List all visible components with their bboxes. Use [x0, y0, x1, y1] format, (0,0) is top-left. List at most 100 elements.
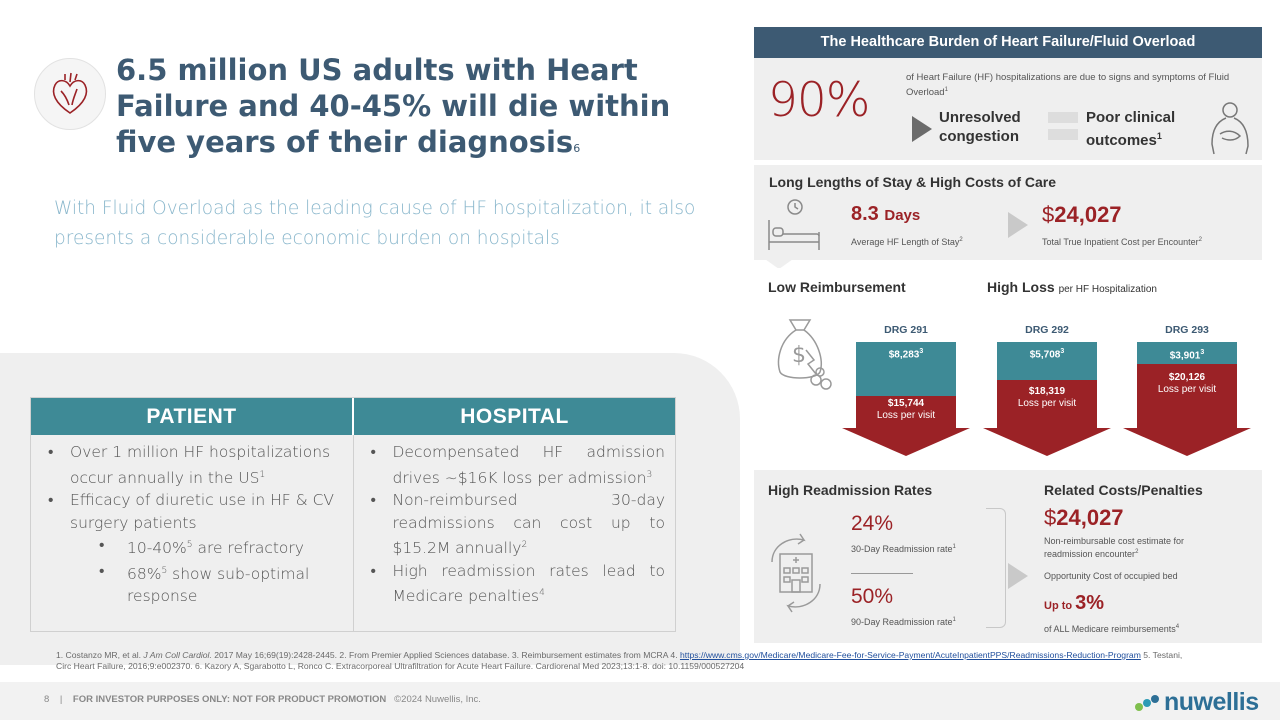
table-header: PATIENT HOSPITAL	[31, 398, 675, 435]
readmission-30-day-rate: 24%	[851, 512, 894, 535]
label1-line2: congestion	[939, 128, 1020, 145]
patient-list: Over 1 million HF hospitalizations occur…	[39, 441, 343, 608]
drg-293-label: DRG 293	[1165, 324, 1209, 336]
list-item: High readmission rates lead to Medicare …	[362, 560, 665, 608]
svg-text:$: $	[792, 343, 806, 368]
references-footnote: 1. Costanzo MR, et al. J Am Coll Cardiol…	[56, 650, 1186, 671]
length-of-stay-title: Long Lengths of Stay & High Costs of Car…	[769, 174, 1057, 190]
subitem-1-pre: 10-40%	[127, 539, 187, 558]
costs-penalties-title: Related Costs/Penalties	[1044, 482, 1203, 498]
hospital-column: Decompensated HF admission drives ~$16K …	[354, 435, 676, 631]
drg-291-label: DRG 291	[884, 324, 928, 336]
desc-text: of Heart Failure (HF) hospitalizations a…	[906, 72, 1230, 99]
drg-291-arrow	[842, 428, 970, 456]
list-item: Decompensated HF admission drives ~$16K …	[362, 441, 666, 489]
unresolved-congestion-label: Unresolved congestion	[939, 108, 1021, 146]
drg-293-reimbursement-bar: $3,9013	[1137, 342, 1237, 364]
subheadline: With Fluid Overload as the leading cause…	[54, 198, 696, 249]
cost-sup: 2	[1198, 237, 1202, 243]
page-footer: 8 | FOR INVESTOR PURPOSES ONLY: NOT FOR …	[44, 694, 481, 705]
list-subitem: 10-40%5 are refractory	[39, 534, 343, 560]
chevron-down-icon	[762, 257, 796, 269]
hospital-item-1-sup: 3	[646, 469, 653, 480]
hospital-item-1-text: Decompensated HF admission drives ~$16K …	[392, 443, 666, 487]
subitem-2-sup: 5	[161, 565, 168, 576]
inpatient-cost-value: $24,027	[1042, 202, 1122, 228]
readmission-cost-value: $24,027	[1044, 505, 1124, 531]
readmit-cost-sup: 2	[1135, 549, 1139, 555]
arrow-right-icon	[1008, 212, 1028, 238]
list-item: Non-reimbursed 30-day readmissions can c…	[362, 489, 666, 560]
hospital-item-3-sup: 4	[539, 588, 545, 599]
low-reimbursement-title: Low Reimbursement	[768, 279, 906, 295]
desc-sup: 1	[944, 87, 948, 93]
drg-293-loss: $20,126	[1168, 372, 1206, 383]
cms-readmissions-link[interactable]: https://www.cms.gov/Medicare/Medicare-Fe…	[679, 650, 1141, 660]
footer-bar	[0, 682, 1280, 720]
hospital-item-2-sup: 2	[521, 540, 528, 551]
cost-dollar: $	[1042, 202, 1055, 227]
readmission-90-day-label: 90-Day Readmission rate1	[851, 615, 956, 628]
drg-291-loss: $15,744	[887, 398, 925, 409]
burden-banner: The Healthcare Burden of Heart Failure/F…	[754, 27, 1262, 66]
headline-footnote-ref: 6	[573, 142, 581, 155]
logo-text: nuwellis	[1164, 688, 1259, 716]
hospital-list: Decompensated HF admission drives ~$16K …	[362, 441, 666, 608]
hospital-bed-icon	[765, 198, 823, 257]
drg-293-reimb-sup: 3	[1200, 349, 1205, 356]
readmit-cost-dollar: $	[1044, 505, 1057, 530]
rate2-sup: 1	[952, 617, 956, 623]
stay-sup: 2	[959, 237, 963, 243]
drg-291-reimbursement-bar: $8,2833	[856, 342, 956, 396]
bracket	[986, 508, 1006, 628]
label2-line1: Poor clinical	[1086, 109, 1176, 126]
medicare-penalty-label: of ALL Medicare reimbursements4	[1044, 622, 1179, 635]
stay-unit: Days	[884, 207, 921, 224]
nuwellis-logo: nuwellis	[1134, 688, 1259, 717]
patient-column: Over 1 million HF hospitalizations occur…	[31, 435, 354, 631]
drg-291-loss-label: Loss per visit	[876, 410, 936, 421]
footer-disclaimer: FOR INVESTOR PURPOSES ONLY: NOT FOR PROD…	[72, 694, 387, 705]
table-body: Over 1 million HF hospitalizations occur…	[31, 435, 675, 631]
drg-292-reimb: $5,708	[1029, 349, 1061, 361]
page-title: 6.5 million US adults with Heart Failure…	[116, 52, 726, 167]
readmission-30-day-label: 30-Day Readmission rate1	[851, 542, 956, 555]
cost-number: 24,027	[1054, 202, 1122, 227]
footnote-part1: 1. Costanzo MR, et al.	[56, 650, 144, 660]
opportunity-cost-label: Opportunity Cost of occupied bed	[1044, 571, 1178, 581]
fluid-overload-description: of Heart Failure (HF) hospitalizations a…	[906, 72, 1236, 99]
fluid-overload-section	[754, 58, 1262, 160]
drg-293-reimb: $3,901	[1169, 350, 1201, 362]
cost-label-text: Total True Inpatient Cost per Encounter	[1042, 237, 1199, 247]
medicare-penalty-value: Up to 3%	[1044, 592, 1104, 615]
drg-292-reimb-sup: 3	[1060, 348, 1065, 355]
drg-292-loss: $18,319	[1028, 386, 1066, 397]
length-of-stay-value: 8.3 Days	[851, 203, 920, 226]
readmission-cost-label: Non-reimbursable cost estimate for readm…	[1044, 536, 1219, 560]
patient-item-1-text: Over 1 million HF hospitalizations occur…	[70, 443, 331, 487]
hospital-item-2-text: Non-reimbursed 30-day readmissions can c…	[392, 491, 666, 558]
logo-mark-icon	[1135, 694, 1159, 711]
drg-292-loss-bar: $18,319 Loss per visit	[997, 380, 1097, 428]
footnote-journal: J Am Coll Cardiol.	[143, 650, 212, 660]
footnote-part3: 5. Testani, Circ Heart Failure, 2016;9:e…	[56, 650, 1183, 671]
readmission-90-day-rate: 50%	[851, 585, 894, 608]
rate1-label-text: 30-Day Readmission rate	[851, 544, 953, 554]
inpatient-cost-label: Total True Inpatient Cost per Encounter2	[1042, 235, 1202, 248]
hospital-readmission-icon	[766, 532, 826, 619]
readmission-section	[754, 470, 1262, 643]
footer-copyright: ©2024 Nuwellis, Inc.	[394, 694, 481, 705]
upto-prefix: Up to	[1044, 600, 1076, 612]
patient-item-2-text: Efficacy of diuretic use in HF & CV surg…	[70, 491, 335, 532]
label2-line2: outcomes	[1086, 132, 1157, 149]
subitem-2-post: show sub-optimal response	[127, 564, 310, 606]
drg-292-loss-label: Loss per visit	[1017, 398, 1077, 409]
hospital-header: HOSPITAL	[354, 398, 675, 435]
upto-value: 3%	[1075, 592, 1105, 614]
headline-text: 6.5 million US adults with Heart Failure…	[116, 53, 671, 159]
patient-hospital-table: PATIENT HOSPITAL Over 1 million HF hospi…	[30, 397, 676, 632]
upto-sup: 4	[1175, 624, 1180, 630]
drg-292-reimbursement-bar: $5,7083	[997, 342, 1097, 380]
drg-293-loss-label: Loss per visit	[1157, 384, 1217, 395]
drg-291-reimb: $8,283	[888, 349, 920, 361]
